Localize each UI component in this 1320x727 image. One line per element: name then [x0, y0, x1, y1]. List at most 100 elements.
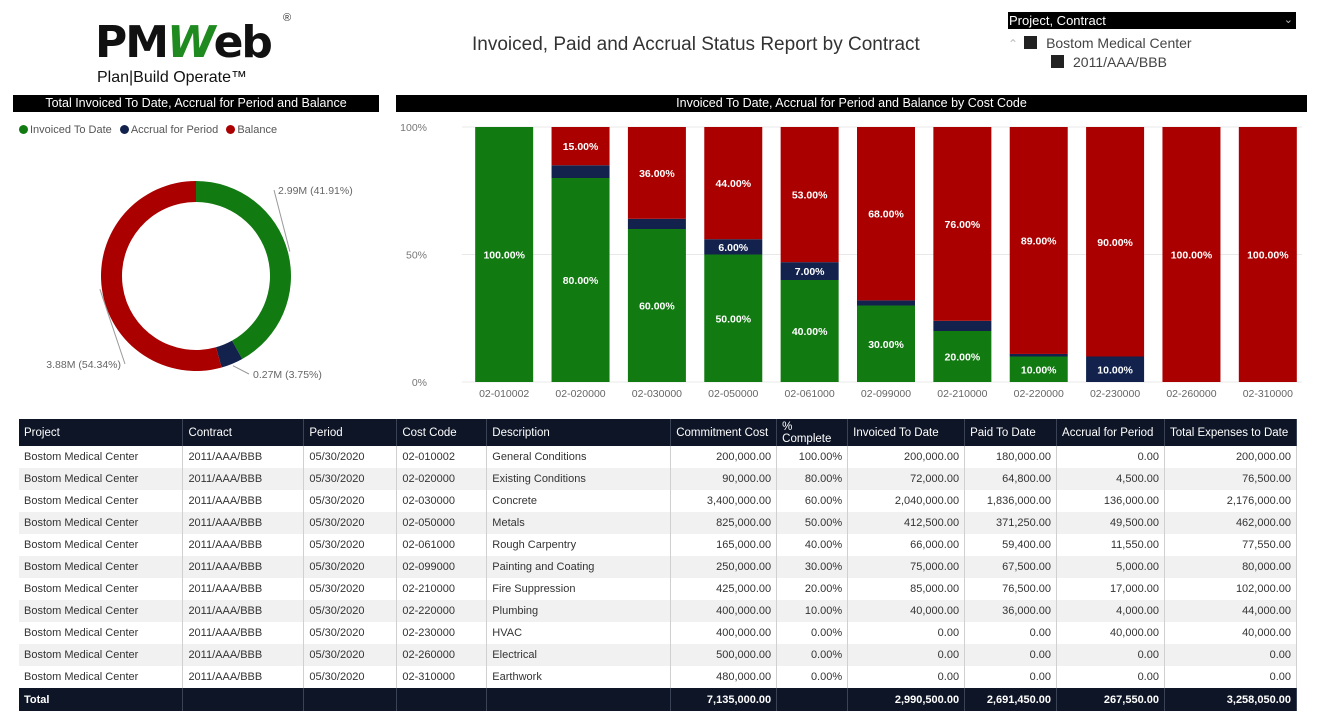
bar-segment-balance[interactable]	[933, 127, 992, 321]
table-row[interactable]: Bostom Medical Center 2011/AAA/BBB 05/30/2…	[19, 600, 1298, 622]
table-row[interactable]: Bostom Medical Center 2011/AAA/BBB 05/30/2…	[19, 578, 1298, 600]
table-cell: 0.00	[964, 666, 1058, 688]
bar-segment-accrual-for-period[interactable]	[704, 239, 763, 255]
total-cell	[486, 688, 672, 711]
table-cell: 0.00	[964, 644, 1058, 666]
table-cell: 59,400.00	[964, 534, 1058, 556]
bar-segment-balance[interactable]	[627, 127, 686, 219]
bar-segment-invoiced-to-date[interactable]	[627, 229, 686, 382]
table-cell: Painting and Coating	[486, 556, 672, 578]
table-row[interactable]: Bostom Medical Center 2011/AAA/BBB 05/30/2…	[19, 666, 1298, 688]
column-header[interactable]: Paid To Date	[964, 419, 1058, 446]
bar-segment-invoiced-to-date[interactable]	[704, 254, 763, 383]
bar-data-label: 30.00%	[868, 339, 904, 351]
checkbox-icon[interactable]	[1051, 55, 1064, 68]
table-cell: Bostom Medical Center	[19, 622, 184, 644]
project-contract-slicer[interactable]: Project, Contract ⌄ ⌃ Bostom Medical Cent…	[1008, 12, 1296, 70]
table-cell: Metals	[486, 512, 672, 534]
table-cell: 371,250.00	[964, 512, 1058, 534]
bar-segment-balance[interactable]	[780, 127, 839, 263]
table-cell: 80.00%	[776, 468, 849, 490]
donut-chart: 2.99M (41.91%) 0.27M (3.75%) 3.88M (54.34%…	[46, 181, 353, 381]
column-header[interactable]: Total Expenses to Date	[1164, 419, 1298, 446]
bar-data-label: 100.00%	[1247, 250, 1289, 262]
bar-segment-accrual-for-period[interactable]	[857, 300, 915, 306]
bar-segment-accrual-for-period[interactable]	[780, 262, 839, 280]
bar-segment-invoiced-to-date[interactable]	[780, 280, 839, 382]
logo-wordmark: PMWeb	[95, 17, 273, 68]
table-row[interactable]: Bostom Medical Center 2011/AAA/BBB 05/30/2…	[19, 512, 1298, 534]
legend-item-invoiced[interactable]: Invoiced To Date	[19, 124, 112, 136]
table-cell: 02-020000	[396, 468, 488, 490]
slicer-item-project[interactable]: ⌃ Bostom Medical Center	[1008, 35, 1192, 51]
total-cell	[776, 688, 849, 711]
bar-segment-accrual-for-period[interactable]	[933, 320, 992, 331]
table-row[interactable]: Bostom Medical Center 2011/AAA/BBB 05/30/2…	[19, 446, 1298, 468]
column-header[interactable]: Period	[303, 419, 398, 446]
column-header[interactable]: Project	[19, 419, 184, 446]
donut-slice-accrual-for-period[interactable]	[215, 340, 243, 368]
column-header[interactable]: % Complete	[776, 419, 849, 446]
bar-segment-balance[interactable]	[1162, 127, 1221, 382]
bar-segment-balance[interactable]	[1086, 127, 1145, 357]
column-header[interactable]: Contract	[182, 419, 305, 446]
table-cell: 400,000.00	[670, 600, 778, 622]
column-header[interactable]: Description	[486, 419, 672, 446]
table-cell: 05/30/2020	[303, 622, 398, 644]
table-cell: 02-050000	[396, 512, 488, 534]
bar-segment-invoiced-to-date[interactable]	[933, 331, 992, 382]
column-header[interactable]: Invoiced To Date	[847, 419, 966, 446]
table-row[interactable]: Bostom Medical Center 2011/AAA/BBB 05/30/2…	[19, 622, 1298, 644]
donut-slice-balance[interactable]	[100, 181, 222, 371]
chevron-down-icon[interactable]: ⌄	[1283, 14, 1293, 26]
x-tick-label: 02-310000	[1243, 388, 1293, 400]
table-cell: 05/30/2020	[303, 512, 398, 534]
legend-item-accrual[interactable]: Accrual for Period	[119, 124, 218, 136]
table-row[interactable]: Bostom Medical Center 2011/AAA/BBB 05/30/2…	[19, 556, 1298, 578]
slicer-header[interactable]: Project, Contract ⌄	[1008, 12, 1296, 29]
total-cell	[303, 688, 398, 711]
slicer-item-contract[interactable]: 2011/AAA/BBB	[1051, 54, 1167, 70]
bar-segment-balance[interactable]	[704, 127, 763, 240]
table-row[interactable]: Bostom Medical Center 2011/AAA/BBB 05/30/2…	[19, 490, 1298, 512]
bar-segment-accrual-for-period[interactable]	[1009, 353, 1068, 357]
table-cell: 4,500.00	[1056, 468, 1165, 490]
table-row[interactable]: Bostom Medical Center 2011/AAA/BBB 05/30/2…	[19, 468, 1298, 490]
table-cell: 75,000.00	[847, 556, 966, 578]
table-row[interactable]: Bostom Medical Center 2011/AAA/BBB 05/30/2…	[19, 534, 1298, 556]
bar-segment-invoiced-to-date[interactable]	[551, 178, 610, 382]
table-cell: Plumbing	[486, 600, 672, 622]
column-header[interactable]: Cost Code	[396, 419, 488, 446]
table-cell: 72,000.00	[847, 468, 966, 490]
bar-data-label: 100.00%	[483, 250, 525, 262]
table-cell: Bostom Medical Center	[19, 556, 184, 578]
table-cell: 0.00	[847, 666, 966, 688]
chevron-up-icon[interactable]: ⌃	[1008, 37, 1019, 51]
table-cell: 2011/AAA/BBB	[182, 534, 305, 556]
column-header[interactable]: Commitment Cost	[670, 419, 778, 446]
column-header[interactable]: Accrual for Period	[1056, 419, 1165, 446]
table-cell: Bostom Medical Center	[19, 490, 184, 512]
table-row[interactable]: Bostom Medical Center 2011/AAA/BBB 05/30/2…	[19, 644, 1298, 666]
bar-segment-accrual-for-period[interactable]	[551, 165, 610, 178]
table-cell: 250,000.00	[670, 556, 778, 578]
bar-segment-balance[interactable]	[1009, 127, 1068, 354]
checkbox-icon[interactable]	[1024, 36, 1038, 49]
bar-data-label: 68.00%	[868, 209, 904, 221]
table-cell: 165,000.00	[670, 534, 778, 556]
donut-slice-invoiced-to-date[interactable]	[196, 181, 291, 359]
bar-segment-invoiced-to-date[interactable]	[857, 305, 915, 383]
legend-item-balance[interactable]: Balance	[226, 124, 277, 136]
bar-segment-accrual-for-period[interactable]	[1086, 356, 1145, 383]
bar-data-label: 20.00%	[945, 352, 981, 364]
bar-segment-balance[interactable]	[857, 127, 915, 301]
bar-segment-invoiced-to-date[interactable]	[475, 127, 534, 382]
legend-dot-icon	[19, 125, 28, 134]
bar-data-label: 15.00%	[563, 141, 599, 153]
bar-segment-balance[interactable]	[1238, 127, 1297, 382]
x-tick-label: 02-099000	[861, 388, 911, 400]
bar-segment-accrual-for-period[interactable]	[627, 218, 686, 229]
bar-segment-invoiced-to-date[interactable]	[1009, 356, 1068, 383]
bar-data-label: 40.00%	[792, 326, 828, 338]
bar-segment-balance[interactable]	[551, 127, 610, 166]
